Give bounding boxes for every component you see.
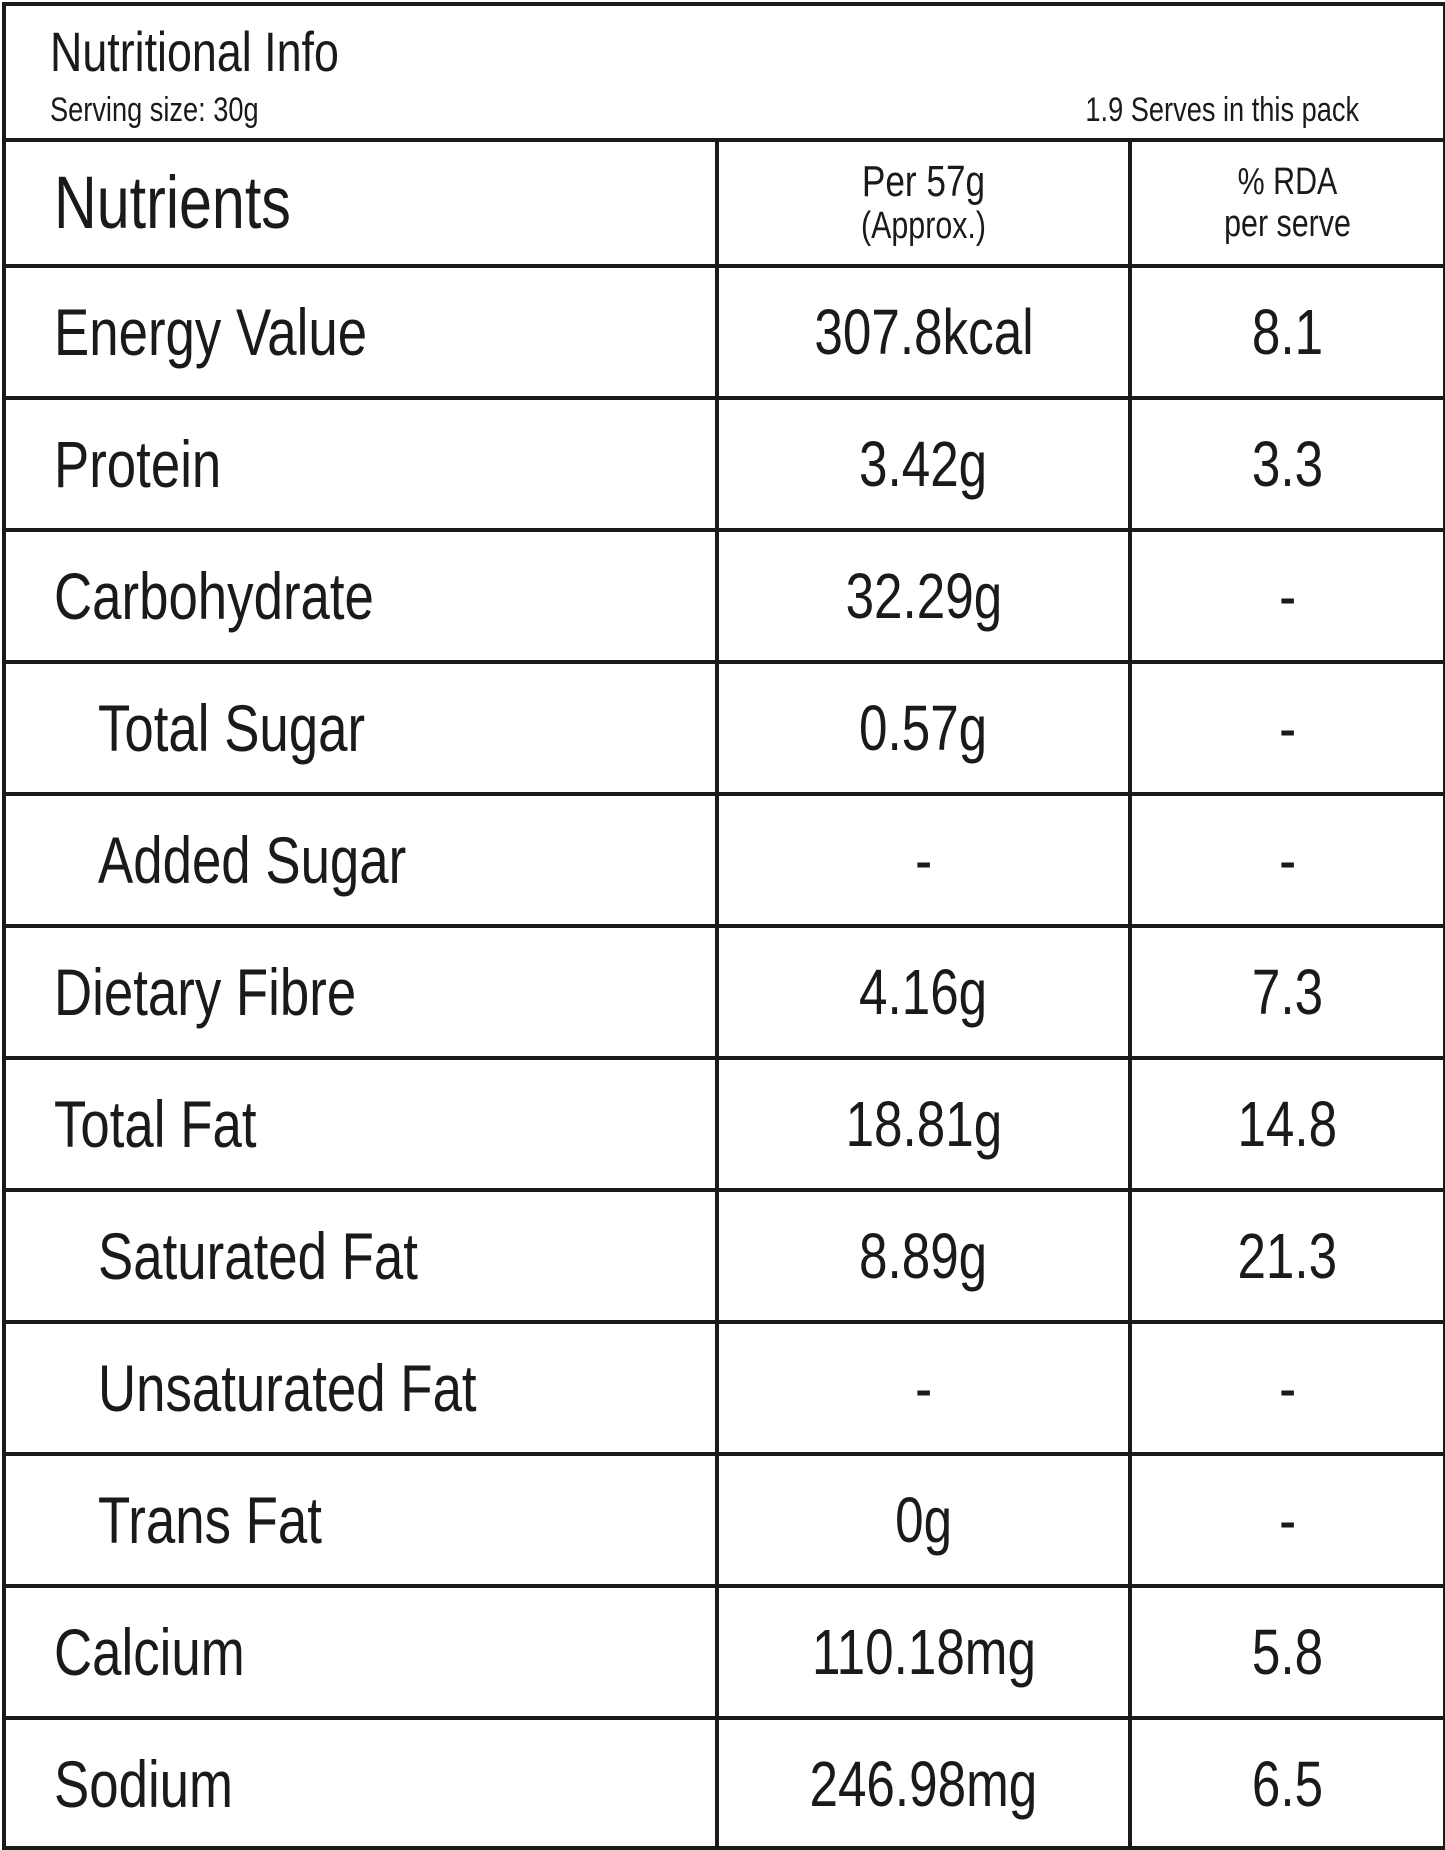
nutrient-name-cell: Dietary Fibre	[6, 924, 717, 1058]
table-row: Carbohydrate 32.29g -	[6, 528, 1443, 662]
rda-value-cell: -	[1128, 1320, 1443, 1454]
rda-header-line1: % RDA	[1237, 161, 1338, 203]
rda-value-cell: 3.3	[1128, 396, 1443, 530]
rda-header-line2: per serve	[1224, 203, 1351, 245]
rda-value: 7.3	[1251, 956, 1324, 1028]
per-value: 0g	[895, 1484, 952, 1556]
nutrient-name: Unsaturated Fat	[98, 1351, 477, 1425]
rda-value: 3.3	[1251, 428, 1324, 500]
nutrient-name-cell: Energy Value	[6, 264, 717, 398]
table-row: Energy Value 307.8kcal 8.1	[6, 264, 1443, 398]
table-row: Total Fat 18.81g 14.8	[6, 1056, 1443, 1190]
rda-value: 21.3	[1237, 1220, 1338, 1292]
rda-value: -	[1278, 560, 1297, 632]
nutrient-name: Calcium	[54, 1615, 245, 1689]
per-value-cell: 307.8kcal	[715, 264, 1130, 398]
serving-size: Serving size: 30g	[50, 91, 259, 129]
table-row: Protein 3.42g 3.3	[6, 396, 1443, 530]
rda-value-cell: 14.8	[1128, 1056, 1443, 1190]
per-value-cell: 3.42g	[715, 396, 1130, 530]
label-header: Nutritional Info Serving size: 30g 1.9 S…	[6, 6, 1443, 142]
per-value: 307.8kcal	[813, 296, 1034, 368]
table-row: Sodium 246.98mg 6.5	[6, 1716, 1443, 1848]
rda-value-cell: -	[1128, 660, 1443, 794]
nutrient-name-cell: Sodium	[6, 1716, 717, 1848]
rda-value-cell: 5.8	[1128, 1584, 1443, 1718]
per-value: 0.57g	[859, 692, 988, 764]
per-value-cell: -	[715, 1320, 1130, 1454]
rda-value-cell: 6.5	[1128, 1716, 1443, 1848]
table-row: Unsaturated Fat - -	[6, 1320, 1443, 1454]
nutrient-name-cell: Protein	[6, 396, 717, 530]
rda-value-cell: -	[1128, 792, 1443, 926]
rda-value: -	[1278, 692, 1297, 764]
rda-value: 5.8	[1251, 1616, 1324, 1688]
nutrient-name-cell: Calcium	[6, 1584, 717, 1718]
table-row: Total Sugar 0.57g -	[6, 660, 1443, 794]
per-header-line2: (Approx.)	[860, 205, 987, 247]
rda-value: 8.1	[1251, 296, 1324, 368]
per-value-cell: 32.29g	[715, 528, 1130, 662]
nutrient-name: Added Sugar	[98, 823, 407, 897]
nutrient-name-cell: Unsaturated Fat	[6, 1320, 717, 1454]
per-value: 3.42g	[859, 428, 988, 500]
nutrient-name-cell: Trans Fat	[6, 1452, 717, 1586]
rda-value-cell: -	[1128, 528, 1443, 662]
rda-value: -	[1278, 824, 1297, 896]
table-row: Added Sugar - -	[6, 792, 1443, 926]
nutrition-table: Nutrients Per 57g (Approx.) % RDA per se…	[6, 142, 1443, 1848]
nutrients-header: Nutrients	[54, 161, 291, 244]
nutrient-name: Protein	[54, 427, 222, 501]
per-value: 4.16g	[859, 956, 988, 1028]
nutrient-name-cell: Added Sugar	[6, 792, 717, 926]
per-header-cell: Per 57g (Approx.)	[715, 142, 1130, 266]
per-value-cell: -	[715, 792, 1130, 926]
per-header-line1: Per 57g	[861, 157, 986, 206]
per-value: -	[914, 1352, 933, 1424]
per-value-cell: 246.98mg	[715, 1716, 1130, 1848]
table-row: Trans Fat 0g -	[6, 1452, 1443, 1586]
nutrient-name: Sodium	[54, 1747, 234, 1821]
table-row: Calcium 110.18mg 5.8	[6, 1584, 1443, 1718]
per-value-cell: 0g	[715, 1452, 1130, 1586]
rda-value-cell: 7.3	[1128, 924, 1443, 1058]
serves-per-pack: 1.9 Serves in this pack	[1085, 91, 1359, 129]
per-value: 18.81g	[845, 1088, 1002, 1160]
nutrient-name-cell: Saturated Fat	[6, 1188, 717, 1322]
nutrient-name: Saturated Fat	[98, 1219, 418, 1293]
per-value-cell: 18.81g	[715, 1056, 1130, 1190]
rda-value-cell: -	[1128, 1452, 1443, 1586]
nutrient-name: Carbohydrate	[54, 559, 374, 633]
table-header-row: Nutrients Per 57g (Approx.) % RDA per se…	[6, 142, 1443, 266]
per-value-cell: 0.57g	[715, 660, 1130, 794]
per-value-cell: 110.18mg	[715, 1584, 1130, 1718]
per-value: 246.98mg	[809, 1748, 1038, 1820]
rda-value: -	[1278, 1484, 1297, 1556]
nutrient-name-cell: Total Fat	[6, 1056, 717, 1190]
nutrient-name: Total Fat	[54, 1087, 257, 1161]
per-value: 110.18mg	[811, 1616, 1036, 1688]
per-value: -	[914, 824, 933, 896]
rda-value: -	[1278, 1352, 1297, 1424]
nutrient-name-cell: Carbohydrate	[6, 528, 717, 662]
rda-value: 14.8	[1237, 1088, 1338, 1160]
nutrient-name: Trans Fat	[98, 1483, 322, 1557]
rda-value-cell: 8.1	[1128, 264, 1443, 398]
nutrient-name-cell: Total Sugar	[6, 660, 717, 794]
per-value-cell: 8.89g	[715, 1188, 1130, 1322]
per-value-cell: 4.16g	[715, 924, 1130, 1058]
nutrient-name: Total Sugar	[98, 691, 366, 765]
nutrients-header-cell: Nutrients	[6, 142, 717, 266]
nutrient-name: Dietary Fibre	[54, 955, 357, 1029]
rda-header-cell: % RDA per serve	[1128, 142, 1443, 266]
per-value: 8.89g	[859, 1220, 988, 1292]
rda-value-cell: 21.3	[1128, 1188, 1443, 1322]
per-value: 32.29g	[845, 560, 1002, 632]
table-row: Dietary Fibre 4.16g 7.3	[6, 924, 1443, 1058]
rda-value: 6.5	[1251, 1748, 1324, 1820]
table-row: Saturated Fat 8.89g 21.3	[6, 1188, 1443, 1322]
nutrient-name: Energy Value	[54, 295, 368, 369]
label-title: Nutritional Info	[50, 20, 339, 83]
